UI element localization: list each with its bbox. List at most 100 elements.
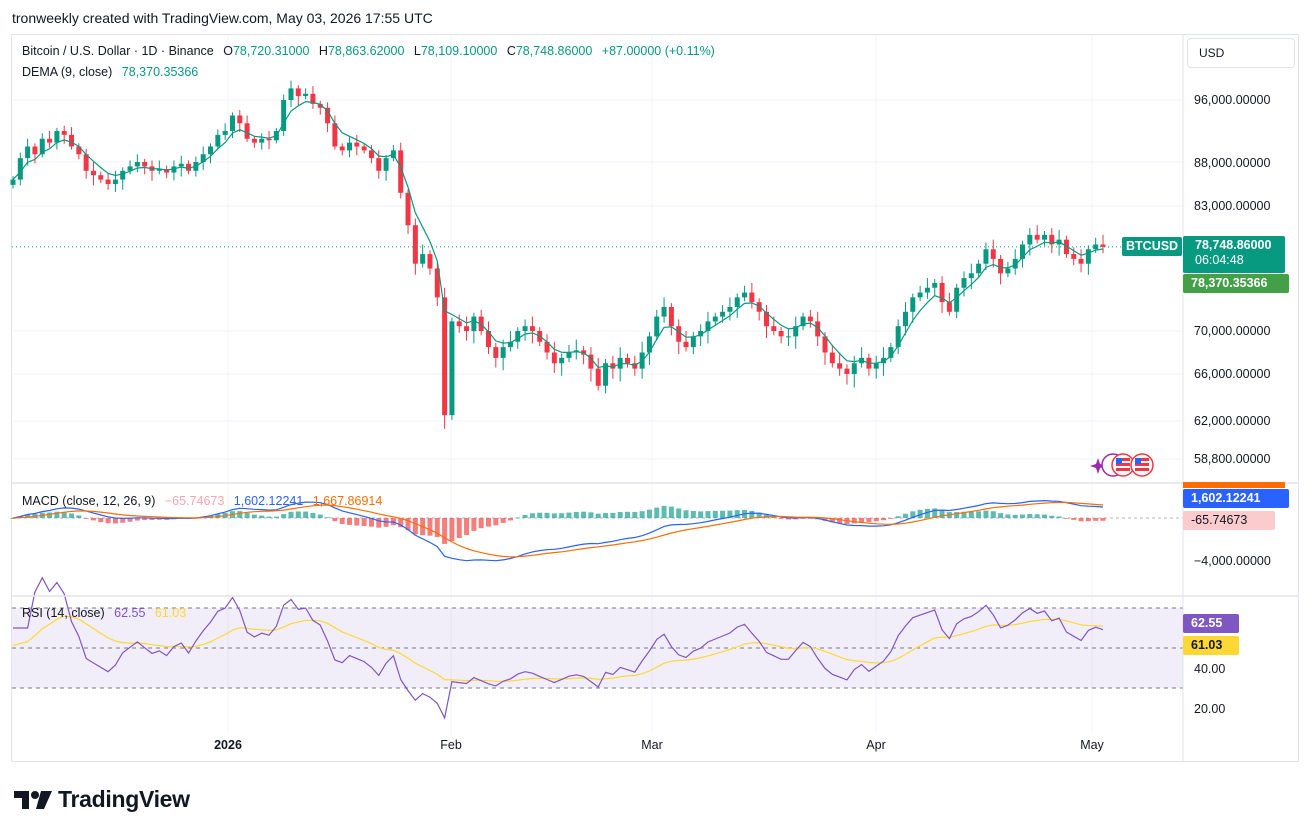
macd-histogram-bar (303, 511, 309, 518)
candle-body (961, 278, 967, 288)
candle-body (303, 93, 309, 97)
rsi-tag: 62.55 (1183, 614, 1239, 633)
currency-button[interactable]: USD (1187, 38, 1295, 68)
candle-body (493, 347, 499, 358)
hist-tag: -65.74673 (1183, 511, 1275, 530)
macd-histogram-bar (486, 518, 492, 527)
candle-body (829, 352, 835, 364)
events-icons[interactable] (1089, 452, 1157, 478)
macd-histogram-bar (142, 518, 148, 521)
candle-body (376, 158, 382, 171)
candle-body (134, 162, 140, 167)
macd-histogram-bar (134, 518, 140, 521)
candle-body (120, 170, 126, 180)
macd-histogram-bar (851, 518, 857, 524)
macd-histogram-bar (90, 518, 96, 521)
candle-body (200, 154, 206, 162)
macd-histogram-bar (566, 512, 572, 518)
macd-histogram-bar (990, 511, 996, 518)
candle-body (998, 258, 1004, 274)
candle-body (244, 123, 250, 139)
candle-body (610, 363, 616, 369)
candle-body (1078, 258, 1084, 264)
candle-body (800, 316, 806, 327)
macd-histogram-bar (339, 518, 345, 524)
macd-histogram-bar (427, 518, 433, 536)
candle-body (215, 134, 221, 147)
macd-histogram-bar (910, 511, 916, 518)
macd-histogram-bar (983, 510, 989, 518)
candle-body (237, 115, 243, 124)
dema-label: DEMA (9, close) (22, 65, 113, 79)
macd-histogram-bar (902, 513, 908, 518)
macd-histogram-bar (968, 511, 974, 518)
macd-histogram-bar (266, 516, 272, 518)
candle-body (434, 268, 440, 298)
macd-histogram-bar (295, 511, 301, 518)
candle-body (295, 88, 301, 97)
symbol-title: Bitcoin / U.S. Dollar · 1D · Binance (22, 44, 214, 58)
macd-histogram-bar (354, 518, 360, 526)
rsi-line (13, 576, 1104, 720)
candle-body (368, 150, 374, 159)
candle-body (881, 357, 887, 364)
candle-body (976, 263, 982, 274)
time-tick: 2026 (214, 738, 242, 752)
candle-body (683, 341, 689, 348)
macd-histogram-bar (1063, 518, 1069, 519)
candle-body (522, 326, 528, 331)
candle-body (705, 321, 711, 331)
candle-body (654, 316, 660, 337)
candle-body (1041, 234, 1047, 240)
candle-body (142, 162, 148, 167)
macd-histogram-bar (244, 512, 250, 518)
candle-body (771, 326, 777, 331)
candle-body (25, 146, 31, 159)
brand-name: TradingView (58, 786, 190, 812)
macd-histogram-bar (793, 518, 799, 520)
macd-histogram-bar (646, 509, 652, 518)
macd-histogram-bar (800, 518, 806, 519)
candle-body (559, 357, 565, 364)
candle-body (515, 331, 521, 342)
macd-histogram-bar (376, 518, 382, 528)
time-tick: Apr (866, 738, 886, 752)
macd-histogram-bar (442, 518, 448, 544)
macd-histogram-bar (471, 518, 477, 531)
macd-histogram-bar (361, 518, 367, 527)
candle-body (259, 138, 265, 143)
candle-body (456, 321, 462, 327)
candle-body (646, 336, 652, 353)
rsi-label: RSI (14, close) (22, 606, 105, 620)
dema-tag: 78,370.35366 (1183, 274, 1289, 293)
candle-body (690, 336, 696, 348)
candle-body (98, 175, 104, 180)
macd-histogram-bar (61, 511, 67, 518)
macd-histogram-bar (1100, 518, 1106, 521)
tradingview-logo[interactable]: TradingView (14, 786, 190, 813)
candle-body (595, 368, 601, 386)
candle-body (815, 321, 821, 337)
macd-histogram-bar (873, 518, 879, 522)
macd-histogram-bar (478, 518, 484, 529)
candle-body (932, 282, 938, 288)
candle-body (178, 163, 184, 167)
macd-histogram-bar (551, 513, 557, 518)
candle-body (47, 138, 53, 143)
macd-histogram-bar (807, 518, 813, 519)
candle-body (442, 297, 448, 416)
candle-body (946, 302, 952, 312)
candle-body (873, 363, 879, 369)
macd-histogram-bar (617, 512, 623, 518)
macd-histogram-bar (1041, 514, 1047, 518)
macd-histogram-bar (1056, 516, 1062, 518)
candle-body (1012, 258, 1018, 269)
price-tick: 62,000.00000 (1194, 414, 1271, 428)
macd-histogram-bar (412, 518, 418, 535)
macd-histogram-bar (83, 518, 89, 519)
macd-histogram-bar (317, 514, 323, 518)
candle-body (720, 311, 726, 317)
candle-body (76, 146, 82, 155)
candle-body (127, 166, 133, 171)
